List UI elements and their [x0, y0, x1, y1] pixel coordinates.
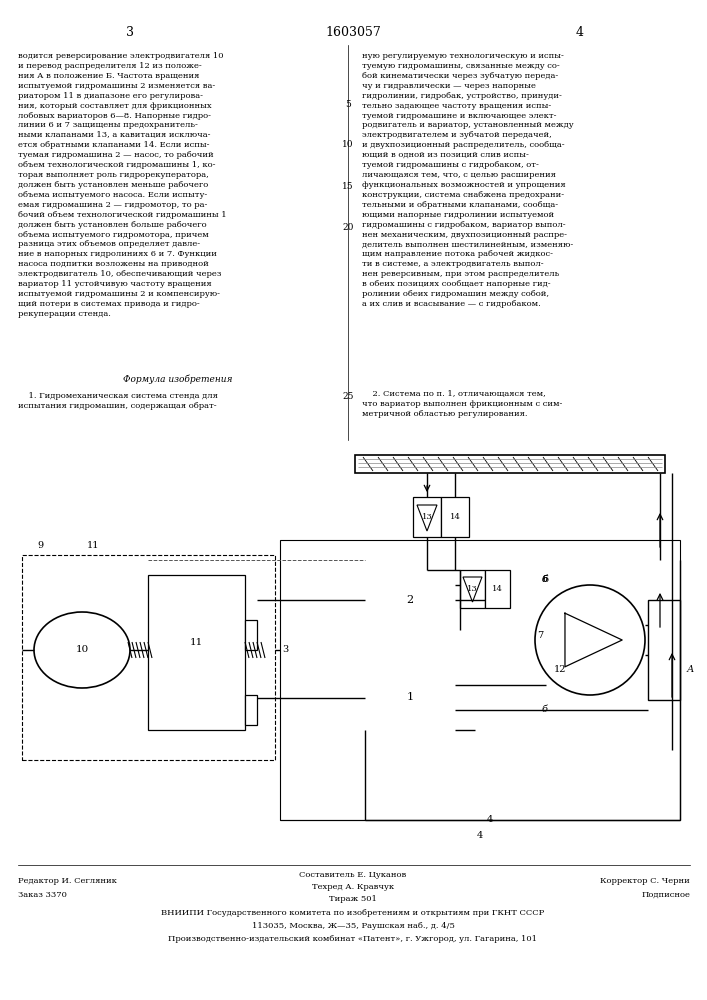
- Bar: [245, 695, 257, 725]
- Text: Производственно-издательский комбинат «Патент», г. Ужгород, ул. Гагарина, 101: Производственно-издательский комбинат «П…: [168, 935, 537, 943]
- Bar: [460, 570, 485, 608]
- Text: 1: 1: [407, 692, 414, 702]
- Text: 3: 3: [126, 25, 134, 38]
- Text: 10: 10: [76, 646, 88, 654]
- Text: б: б: [542, 706, 548, 714]
- Text: 11: 11: [190, 638, 203, 647]
- Bar: [648, 600, 680, 700]
- Bar: [245, 620, 257, 650]
- Text: 5: 5: [345, 100, 351, 109]
- Text: 3: 3: [282, 646, 288, 654]
- Text: 13: 13: [421, 513, 433, 521]
- Text: б: б: [542, 576, 548, 584]
- Text: 7: 7: [537, 631, 543, 640]
- Text: ную регулируемую технологическую и испы-
туемую гидромашины, связанные между со-: ную регулируемую технологическую и испы-…: [362, 52, 573, 308]
- Text: Редактор И. Сегляник: Редактор И. Сегляник: [18, 877, 117, 885]
- Text: б: б: [542, 576, 548, 584]
- Bar: [365, 570, 455, 630]
- Text: 113035, Москва, Ж—35, Раушская наб., д. 4/5: 113035, Москва, Ж—35, Раушская наб., д. …: [252, 922, 455, 930]
- Text: ВНИИПИ Государственного комитета по изобретениям и открытиям при ГКНТ СССР: ВНИИПИ Государственного комитета по изоб…: [161, 909, 544, 917]
- Text: водится реверсирование электродвигателя 10
и перевод распределителя 12 из положе: водится реверсирование электродвигателя …: [18, 52, 227, 318]
- Text: 11: 11: [87, 540, 100, 550]
- Text: 2: 2: [407, 595, 414, 605]
- Text: Формула изобретения: Формула изобретения: [123, 375, 233, 384]
- Text: Тираж 501: Тираж 501: [329, 895, 377, 903]
- Text: 13: 13: [467, 585, 478, 593]
- Text: Техред А. Кравчук: Техред А. Кравчук: [312, 883, 394, 891]
- Text: А: А: [686, 666, 694, 674]
- Text: 6: 6: [542, 576, 548, 584]
- Text: Корректор С. Черни: Корректор С. Черни: [600, 877, 690, 885]
- Bar: [280, 540, 680, 820]
- Text: Составитель Е. Цуканов: Составитель Е. Цуканов: [299, 871, 407, 879]
- Text: 4: 4: [477, 830, 483, 840]
- Text: 2. Система по п. 1, отличающаяся тем,
что вариатор выполнен фрикционным с сим-
м: 2. Система по п. 1, отличающаяся тем, чт…: [362, 390, 562, 418]
- Bar: [148, 575, 245, 730]
- Bar: [413, 497, 441, 537]
- Text: 15: 15: [342, 182, 354, 191]
- Bar: [441, 497, 469, 537]
- Bar: [365, 665, 455, 730]
- Text: Заказ 3370: Заказ 3370: [18, 891, 67, 899]
- Text: 9: 9: [37, 540, 43, 550]
- Text: 1603057: 1603057: [325, 25, 381, 38]
- Bar: [485, 570, 510, 608]
- Text: 4: 4: [576, 25, 584, 38]
- Text: 1. Гидромеханическая система стенда для
испытания гидромашин, содержащая обрат-: 1. Гидромеханическая система стенда для …: [18, 392, 218, 410]
- Text: 20: 20: [342, 223, 354, 232]
- Bar: [355, 455, 665, 473]
- Text: 10: 10: [342, 140, 354, 149]
- Text: 14: 14: [492, 585, 503, 593]
- Text: 25: 25: [342, 392, 354, 401]
- Text: 14: 14: [450, 513, 460, 521]
- Bar: [22, 555, 275, 760]
- Text: 4: 4: [487, 816, 493, 824]
- Text: 12: 12: [554, 666, 566, 674]
- Text: Подписное: Подписное: [641, 891, 690, 899]
